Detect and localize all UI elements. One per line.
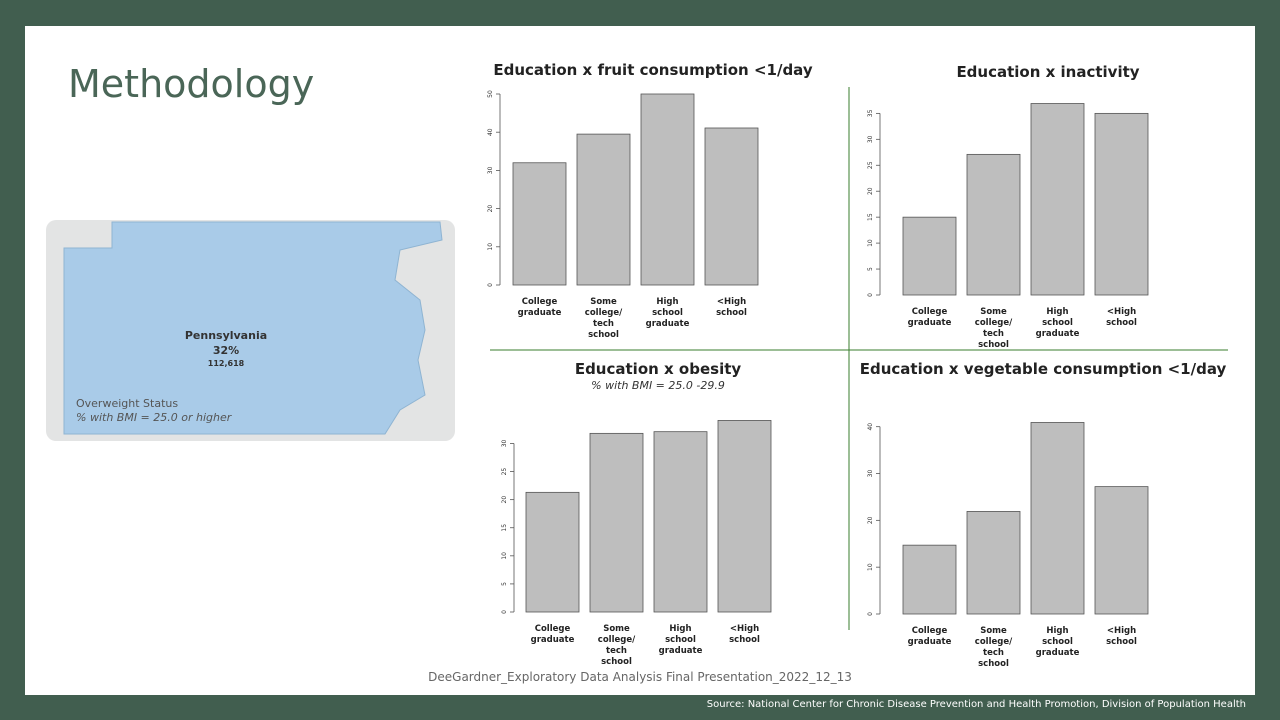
footer: DeeGardner_Exploratory Data Analysis Fin… xyxy=(428,670,852,684)
bar xyxy=(1030,103,1085,296)
x-tick-label: College graduate xyxy=(907,626,952,647)
y-tick-label: 50 xyxy=(487,90,494,98)
bar xyxy=(902,544,957,615)
y-tick-label: 30 xyxy=(487,166,494,174)
x-tick-label: College graduate xyxy=(530,624,575,645)
y-tick-label: 10 xyxy=(487,243,494,251)
y-tick-label: 25 xyxy=(867,161,874,169)
y-tick-label: 15 xyxy=(867,213,874,221)
bar xyxy=(640,93,695,286)
y-tick-label: 0 xyxy=(867,612,874,616)
chart-title: Education x vegetable consumption <1/day xyxy=(860,360,1227,378)
y-tick-label: 10 xyxy=(867,563,874,571)
bar xyxy=(704,127,759,286)
source: Source: National Center for Chronic Dise… xyxy=(706,699,1246,710)
bar xyxy=(902,216,957,296)
y-tick-label: 0 xyxy=(487,283,494,287)
chart-title: Education x inactivity xyxy=(956,63,1139,81)
x-tick-label: Some college/ tech school xyxy=(597,624,636,667)
y-tick-label: 35 xyxy=(867,109,874,117)
slide-title: Methodology xyxy=(68,62,315,106)
x-tick-label: <High school xyxy=(729,624,760,645)
bar xyxy=(525,491,580,613)
y-tick-label: 0 xyxy=(867,293,874,297)
bar xyxy=(653,431,708,613)
map-state xyxy=(63,221,443,435)
x-tick-label: Some college/ tech school xyxy=(974,626,1013,669)
chart-title: Education x fruit consumption <1/day xyxy=(493,61,812,79)
bar xyxy=(576,133,631,286)
x-tick-label: High school graduate xyxy=(1035,307,1080,339)
x-tick-label: Some college/ tech school xyxy=(974,307,1013,350)
y-tick-label: 30 xyxy=(501,439,508,447)
bar xyxy=(512,162,567,286)
map-legend-subtitle: % with BMI = 25.0 or higher xyxy=(76,411,233,424)
bar xyxy=(1094,486,1149,615)
y-tick-label: 10 xyxy=(867,239,874,247)
x-tick-label: College graduate xyxy=(517,297,562,318)
y-tick-label: 30 xyxy=(867,470,874,478)
y-tick-label: 40 xyxy=(487,128,494,136)
y-tick-label: 10 xyxy=(501,552,508,560)
x-tick-label: College graduate xyxy=(907,307,952,328)
bar xyxy=(966,511,1021,615)
x-tick-label: High school graduate xyxy=(1035,626,1080,658)
y-tick-label: 20 xyxy=(501,496,508,504)
x-tick-label: High school graduate xyxy=(658,624,703,656)
x-tick-label: Some college/ tech school xyxy=(584,297,623,340)
chart-subtitle: % with BMI = 25.0 -29.9 xyxy=(591,379,725,392)
y-tick-label: 5 xyxy=(501,582,508,586)
map-legend-title: Overweight Status xyxy=(76,397,178,410)
y-tick-label: 0 xyxy=(501,610,508,614)
y-tick-label: 40 xyxy=(867,423,874,431)
y-tick-label: 25 xyxy=(501,468,508,476)
y-tick-label: 5 xyxy=(867,267,874,271)
y-tick-label: 20 xyxy=(867,516,874,524)
bar xyxy=(1030,422,1085,615)
bar xyxy=(589,432,644,613)
map-percent: 32% xyxy=(213,344,239,357)
x-tick-label: <High school xyxy=(716,297,747,318)
x-tick-label: <High school xyxy=(1106,307,1137,328)
bar xyxy=(717,420,772,613)
y-tick-label: 15 xyxy=(501,524,508,532)
map-state-label: Pennsylvania xyxy=(185,329,267,342)
x-tick-label: <High school xyxy=(1106,626,1137,647)
bar xyxy=(966,153,1021,296)
map-count: 112,618 xyxy=(208,359,245,368)
y-tick-label: 30 xyxy=(867,135,874,143)
chart-title: Education x obesity xyxy=(575,360,742,378)
y-tick-label: 20 xyxy=(487,205,494,213)
bar xyxy=(1094,112,1149,296)
y-tick-label: 20 xyxy=(867,187,874,195)
x-tick-label: High school graduate xyxy=(645,297,690,329)
